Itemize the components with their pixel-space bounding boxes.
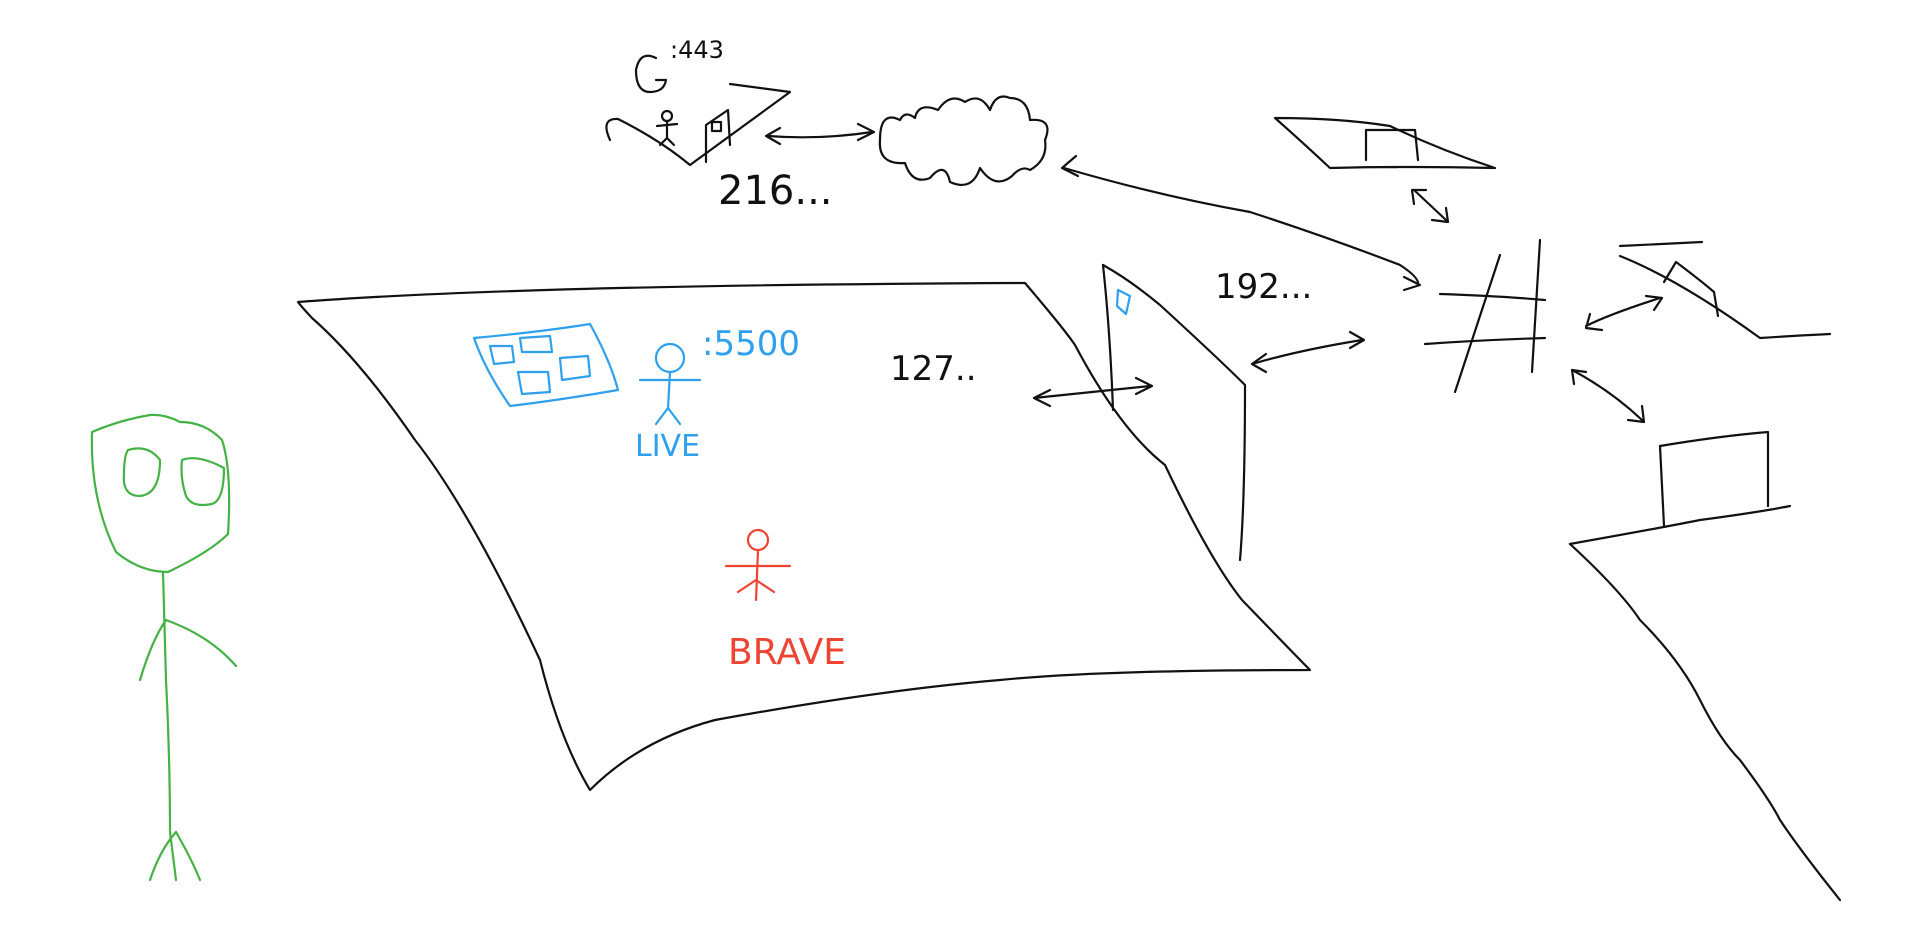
cloud-icon	[878, 95, 1049, 186]
browser-window-icon	[1115, 288, 1132, 316]
remote-ip-label: 216...	[718, 168, 833, 214]
device-top	[1273, 116, 1497, 170]
screen-tile-2	[518, 334, 554, 354]
screen-tile-3	[516, 370, 552, 396]
remote-server-plane	[605, 82, 792, 167]
local-plane	[296, 281, 1312, 792]
brave-person-icon	[724, 528, 792, 602]
arrow-router-device-right-1	[1584, 294, 1664, 332]
screen-tile-4	[558, 354, 592, 382]
arrow-cloud-router	[1060, 154, 1422, 292]
remote-plane-edge	[605, 117, 620, 142]
remote-user-figure	[655, 109, 679, 147]
arrow-remote-cloud	[764, 122, 876, 146]
brave-label: BRAVE	[728, 632, 846, 673]
arrow-local-divider	[1032, 376, 1154, 408]
router-hash-icon	[1423, 238, 1547, 394]
local-ip-label: 127..	[890, 349, 977, 389]
observer-eye-right	[180, 457, 226, 507]
remote-port-label: :443	[670, 36, 724, 64]
local-browser-screen	[472, 322, 620, 408]
arrow-divider-router	[1250, 330, 1366, 374]
observer-person-icon	[90, 413, 238, 882]
observer-eye-left	[122, 447, 162, 498]
router-ip-label: 192...	[1215, 267, 1312, 307]
clock-icon	[634, 54, 668, 94]
remote-server-box	[704, 108, 732, 164]
remote-server-window	[710, 120, 723, 133]
device-right-2	[1568, 430, 1842, 902]
device-right-1	[1618, 240, 1832, 340]
plane-divider-panel	[1101, 263, 1247, 562]
remote-plane-outline	[616, 82, 792, 167]
local-port-label: :5500	[702, 324, 800, 364]
local-live-label: LIVE	[635, 429, 700, 464]
arrow-router-device-top	[1410, 188, 1450, 224]
arrow-router-device-right-2	[1570, 368, 1646, 424]
screen-tile-1	[488, 344, 516, 366]
live-person-icon	[638, 342, 702, 426]
